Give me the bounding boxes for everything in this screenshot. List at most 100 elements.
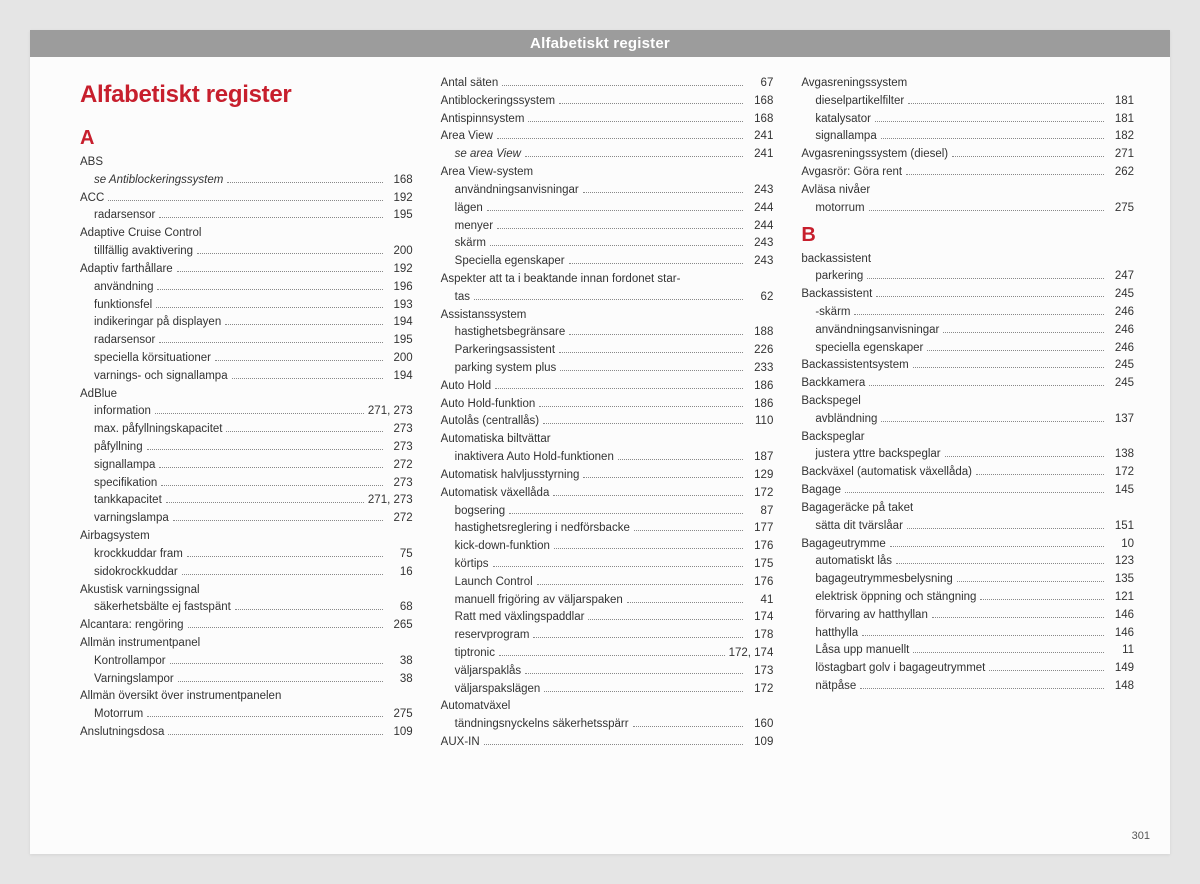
- entry-label: signallampa: [815, 128, 876, 146]
- entry-label: Assistanssystem: [441, 307, 527, 325]
- index-entry: Backassistentsystem245: [801, 357, 1134, 375]
- index-entry: AUX-IN109: [441, 734, 774, 752]
- index-entry: säkerhetsbälte ej fastspänt68: [80, 599, 413, 617]
- leader-dots: [525, 156, 743, 157]
- entry-page: 68: [387, 599, 413, 617]
- entry-page: 181: [1108, 111, 1134, 129]
- leader-dots: [560, 370, 743, 371]
- index-entry: bogsering87: [441, 503, 774, 521]
- entry-page: 246: [1108, 340, 1134, 358]
- index-entry: speciella egenskaper 246: [801, 340, 1134, 358]
- page-sheet: Alfabetiskt register Alfabetiskt registe…: [30, 30, 1170, 854]
- index-entry: Avgasrör: Göra rent262: [801, 164, 1134, 182]
- entry-label: bogsering: [455, 503, 506, 521]
- index-entry: Avläsa nivåer: [801, 182, 1134, 200]
- entry-label: Antal säten: [441, 75, 499, 93]
- leader-dots: [618, 459, 743, 460]
- leader-dots: [544, 691, 743, 692]
- index-entry: Antiblockeringssystem168: [441, 93, 774, 111]
- leader-dots: [227, 182, 382, 183]
- leader-dots: [166, 502, 364, 503]
- leader-dots: [890, 546, 1104, 547]
- index-entry: sidokrockkuddar16: [80, 564, 413, 582]
- leader-dots: [908, 103, 1104, 104]
- entry-page: 245: [1108, 286, 1134, 304]
- leader-dots: [537, 584, 744, 585]
- entry-page: 192: [387, 190, 413, 208]
- entry-page: 200: [387, 350, 413, 368]
- entry-label: manuell frigöring av väljarspaken: [455, 592, 623, 610]
- index-entry: varnings- och signallampa194: [80, 368, 413, 386]
- entry-label: AdBlue: [80, 386, 117, 404]
- index-entry: signallampa182: [801, 128, 1134, 146]
- index-entry: Automatiska biltvättar: [441, 431, 774, 449]
- index-entry: användning196: [80, 279, 413, 297]
- leader-dots: [177, 271, 383, 272]
- entry-page: 173: [747, 663, 773, 681]
- entry-label: speciella egenskaper: [815, 340, 923, 358]
- entry-label: katalysator: [815, 111, 871, 129]
- entry-label: sidokrockkuddar: [94, 564, 178, 582]
- entry-label: tankkapacitet: [94, 492, 162, 510]
- index-entry: radarsensor195: [80, 332, 413, 350]
- entry-label: motorrum: [815, 200, 864, 218]
- entry-label: Allmän översikt över instrumentpanelen: [80, 688, 281, 706]
- entry-label: Automatisk halvljusstyrning: [441, 467, 580, 485]
- entry-label: Automatiska biltvättar: [441, 431, 551, 449]
- leader-dots: [159, 217, 382, 218]
- leader-dots: [957, 581, 1104, 582]
- entry-page: 41: [747, 592, 773, 610]
- entry-label: körtips: [455, 556, 489, 574]
- entry-label: bagageutrymmesbelysning: [815, 571, 952, 589]
- index-letter: A: [80, 127, 413, 150]
- leader-dots: [232, 378, 383, 379]
- entry-label: radarsensor: [94, 332, 155, 350]
- entry-page: 243: [747, 253, 773, 271]
- leader-dots: [161, 485, 382, 486]
- entry-page: 272: [387, 510, 413, 528]
- index-entry: dieselpartikelfilter181: [801, 93, 1134, 111]
- leader-dots: [147, 449, 383, 450]
- entry-page: 187: [747, 449, 773, 467]
- entry-label: kick-down-funktion: [455, 538, 550, 556]
- leader-dots: [525, 673, 743, 674]
- entry-label: information: [94, 403, 151, 421]
- entry-page: 265: [387, 617, 413, 635]
- index-entry: krockkuddar fram75: [80, 546, 413, 564]
- index-entry: avbländning137: [801, 411, 1134, 429]
- index-entry: lägen244: [441, 200, 774, 218]
- index-entry: Kontrollampor38: [80, 653, 413, 671]
- leader-dots: [569, 263, 744, 264]
- leader-dots: [235, 609, 383, 610]
- entry-label: Bagageutrymme: [801, 536, 885, 554]
- entry-label: löstagbart golv i bagageutrymmet: [815, 660, 985, 678]
- entry-label: Avgasreningssystem (diesel): [801, 146, 948, 164]
- leader-dots: [159, 467, 382, 468]
- entry-page: 172: [1108, 464, 1134, 482]
- index-entry: Autolås (centrallås)110: [441, 413, 774, 431]
- index-entry: Aspekter att ta i beaktande innan fordon…: [441, 271, 774, 289]
- index-entry: se area View241: [441, 146, 774, 164]
- header-bar: Alfabetiskt register: [30, 30, 1170, 57]
- entry-page: 151: [1108, 518, 1134, 536]
- index-entry: väljarspakslägen172: [441, 681, 774, 699]
- leader-dots: [215, 360, 383, 361]
- leader-dots: [495, 388, 743, 389]
- leader-dots: [474, 299, 743, 300]
- index-entry: tändningsnyckelns säkerhetsspärr160: [441, 716, 774, 734]
- index-entry: Allmän översikt över instrumentpanelen: [80, 688, 413, 706]
- index-entry: indikeringar på displayen194: [80, 314, 413, 332]
- leader-dots: [907, 528, 1104, 529]
- leader-dots: [583, 192, 744, 193]
- index-entry: speciella körsituationer200: [80, 350, 413, 368]
- leader-dots: [896, 563, 1104, 564]
- entry-label: Area View-system: [441, 164, 533, 182]
- leader-dots: [502, 85, 743, 86]
- leader-dots: [108, 200, 382, 201]
- entry-page: 193: [387, 297, 413, 315]
- entry-label: Akustisk varningssignal: [80, 582, 200, 600]
- entry-label: elektrisk öppning och stängning: [815, 589, 976, 607]
- index-entry: menyer244: [441, 218, 774, 236]
- index-entry: Speciella egenskaper243: [441, 253, 774, 271]
- index-entry: Akustisk varningssignal: [80, 582, 413, 600]
